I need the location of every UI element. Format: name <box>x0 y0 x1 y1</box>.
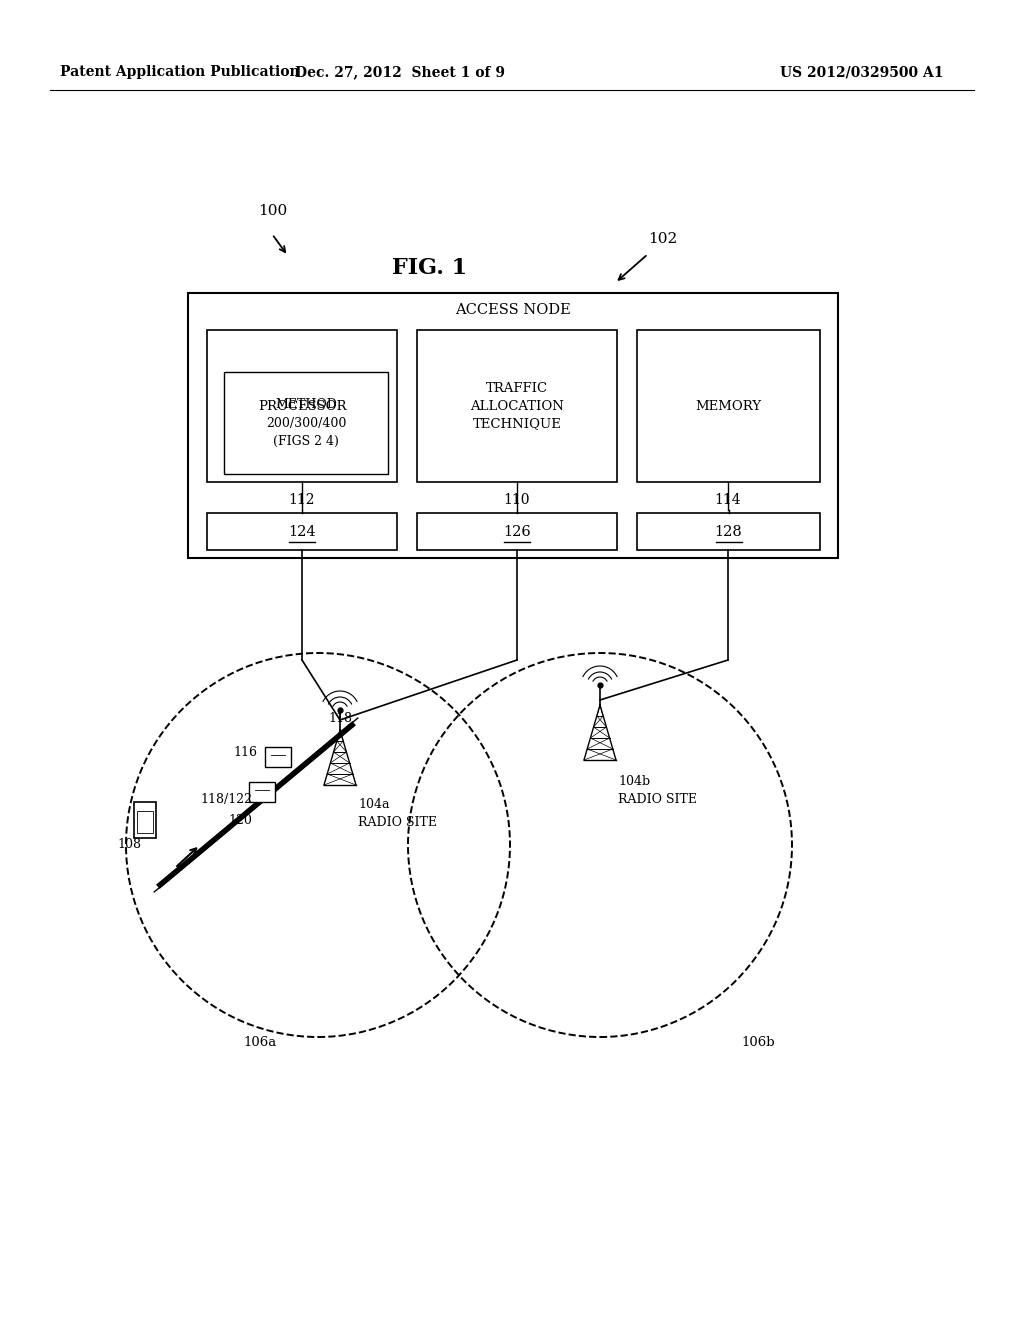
Text: 118/122: 118/122 <box>200 793 252 807</box>
Bar <box>265 747 291 767</box>
Text: METHOD
200/300/400
(FIGS 2 4): METHOD 200/300/400 (FIGS 2 4) <box>266 399 346 447</box>
Bar <box>207 513 397 550</box>
Text: 108: 108 <box>117 838 141 851</box>
Text: 104b: 104b <box>618 775 650 788</box>
Text: 106a: 106a <box>244 1035 276 1048</box>
Text: MEMORY: MEMORY <box>695 400 762 412</box>
Text: Patent Application Publication: Patent Application Publication <box>60 65 300 79</box>
Bar <box>417 513 617 550</box>
Text: US 2012/0329500 A1: US 2012/0329500 A1 <box>780 65 943 79</box>
Text: RADIO SITE: RADIO SITE <box>358 816 437 829</box>
Text: ACCESS NODE: ACCESS NODE <box>455 304 570 317</box>
Text: 104a: 104a <box>358 799 389 810</box>
Text: 102: 102 <box>648 232 677 246</box>
Text: 106b: 106b <box>741 1035 775 1048</box>
Bar <box>224 372 388 474</box>
Text: 118: 118 <box>328 711 352 725</box>
Bar <box>637 330 820 482</box>
Text: 124: 124 <box>288 524 315 539</box>
Text: 116: 116 <box>233 746 257 759</box>
Text: 126: 126 <box>503 524 530 539</box>
Text: 112: 112 <box>289 492 315 507</box>
Bar <box>637 513 820 550</box>
Bar <box>249 781 275 803</box>
Bar <box>137 810 153 833</box>
Text: RADIO SITE: RADIO SITE <box>618 793 697 807</box>
Text: FIG. 1: FIG. 1 <box>392 257 468 279</box>
Text: Dec. 27, 2012  Sheet 1 of 9: Dec. 27, 2012 Sheet 1 of 9 <box>295 65 505 79</box>
Bar <box>188 293 838 558</box>
Text: 120: 120 <box>228 813 252 826</box>
Bar <box>417 330 617 482</box>
Bar <box>207 330 397 482</box>
Text: 100: 100 <box>258 205 288 218</box>
Text: PROCESSOR: PROCESSOR <box>258 400 346 412</box>
Text: 114: 114 <box>715 492 741 507</box>
Bar <box>134 803 156 838</box>
Text: 110: 110 <box>504 492 530 507</box>
Text: 128: 128 <box>715 524 742 539</box>
Text: TRAFFIC
ALLOCATION
TECHNIQUE: TRAFFIC ALLOCATION TECHNIQUE <box>470 381 564 430</box>
